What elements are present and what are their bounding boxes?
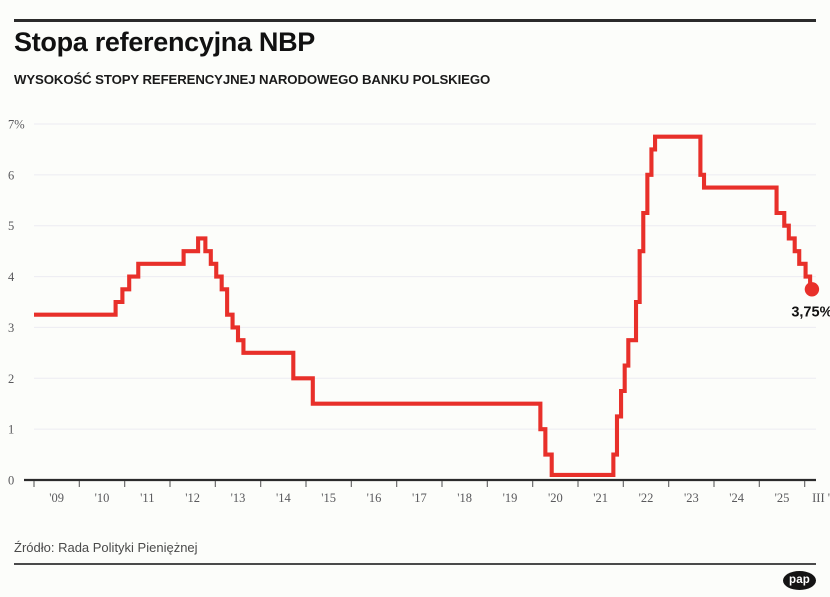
x-axis-tick-label: '16 xyxy=(367,491,382,505)
bottom-divider xyxy=(14,563,816,565)
y-axis-tick-label: 5 xyxy=(8,219,14,233)
chart-container: 0 1 2 3 4 5 6 7% '09 '10 '11 '12 '13 '14 '15 '16 '17 '18… xyxy=(0,108,830,533)
x-axis-tick-label: '21 xyxy=(593,491,608,505)
page-subtitle: WYSOKOŚĆ STOPY REFERENCYJNEJ NARODOWEGO … xyxy=(14,72,491,87)
y-axis-tick-label: 3 xyxy=(8,321,14,335)
source-note: Źródło: Rada Polityki Pieniężnej xyxy=(14,540,198,555)
x-axis-tick-label: '24 xyxy=(729,491,745,505)
x-axis-tick-label: III '26 xyxy=(812,491,830,505)
y-axis-tick-label: 7% xyxy=(8,118,25,132)
x-axis-tick-label: '17 xyxy=(412,491,427,505)
top-divider xyxy=(14,19,816,22)
endpoint-value-label: 3,75% xyxy=(791,304,830,320)
y-axis-tick-label: 2 xyxy=(8,372,14,386)
x-axis-tick-label: '09 xyxy=(49,491,64,505)
x-axis-tick-label: '11 xyxy=(140,491,154,505)
series-group xyxy=(34,134,816,477)
y-axis-tick-label: 4 xyxy=(8,270,15,284)
page-title: Stopa referencyjna NBP xyxy=(14,27,315,57)
x-axis-tick-label: '22 xyxy=(639,491,654,505)
y-axis-labels-group: 0 1 2 3 4 5 6 7% xyxy=(8,118,25,488)
x-axis-tick-label: '23 xyxy=(684,491,699,505)
x-axis-tick-label: '12 xyxy=(185,491,200,505)
x-axis-tick-label: '25 xyxy=(775,491,790,505)
y-axis-tick-label: 0 xyxy=(8,474,14,488)
annotation-group: 3,75% xyxy=(791,282,830,320)
endpoint-marker xyxy=(804,282,820,297)
x-axis-tick-label: '13 xyxy=(231,491,246,505)
gridlines-group xyxy=(34,123,816,430)
x-axis-tick-label: '19 xyxy=(503,491,518,505)
x-axis-labels-group: '09 '10 '11 '12 '13 '14 '15 '16 '17 '18 '19 '20 '21 '… xyxy=(49,491,830,505)
x-axis-tick-label: '10 xyxy=(95,491,110,505)
x-axis-group xyxy=(24,478,816,487)
reference-rate-line-chart: 0 1 2 3 4 5 6 7% '09 '10 '11 '12 '13 '14 '15 '16 '17 '18… xyxy=(8,118,830,506)
y-axis-tick-label: 1 xyxy=(8,423,14,437)
x-axis-tick-label: '15 xyxy=(321,491,336,505)
y-axis-tick-label: 6 xyxy=(8,168,14,182)
x-axis-tick-label: '14 xyxy=(276,491,292,505)
x-axis-tick-label: '18 xyxy=(457,491,472,505)
pap-logo: pap xyxy=(783,571,816,590)
series-line xyxy=(34,134,816,477)
x-axis-tick-label: '20 xyxy=(548,491,563,505)
